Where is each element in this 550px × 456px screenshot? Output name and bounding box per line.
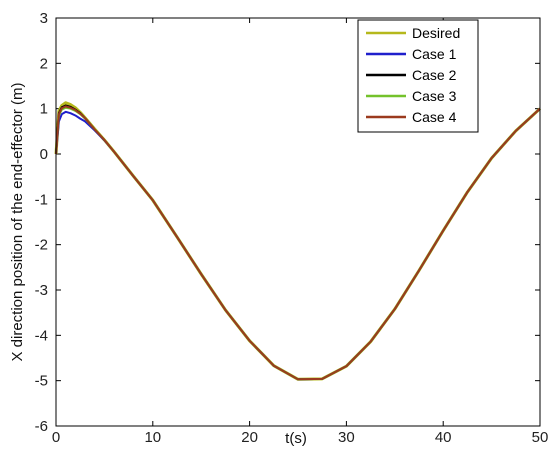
y-tick-label: -6: [35, 418, 48, 435]
plot-frame: [55, 17, 541, 427]
legend-entry-label: Case 2: [412, 67, 457, 83]
legend-entry-label: Desired: [412, 25, 460, 41]
x-tick-label: 0: [52, 429, 60, 446]
x-tick-label: 30: [338, 429, 355, 446]
x-tick-label: 50: [532, 429, 549, 446]
y-tick-label: -2: [35, 237, 48, 254]
x-tick-label: 20: [241, 429, 258, 446]
y-tick-label: -4: [35, 327, 48, 344]
y-tick-label: 2: [40, 55, 48, 72]
y-tick-label: 3: [40, 10, 48, 27]
legend: Desired Case 1 Case 2 Case 3 Case 4: [357, 19, 479, 133]
y-tick-label: -5: [35, 373, 48, 390]
tick-labels: 0 10 20 30 40 50 -6 -5 -4 -3 -2 -1 0 1 2 3: [35, 10, 549, 446]
y-tick-label: -1: [35, 191, 48, 208]
x-tick-label: 10: [144, 429, 161, 446]
legend-entry-label: Case 1: [412, 46, 457, 62]
x-tick-label: 40: [435, 429, 452, 446]
series-line-case-4: [55, 105, 541, 381]
y-axis-label: X direction position of the end-effector…: [9, 82, 26, 361]
legend-items: Desired Case 1 Case 2 Case 3 Case 4: [366, 25, 460, 125]
series-lines: [54, 101, 542, 381]
legend-entry-label: Case 4: [412, 109, 457, 125]
y-tick-label: 1: [40, 101, 48, 118]
x-axis-label: t(s): [285, 430, 307, 447]
y-tick-label: -3: [35, 282, 48, 299]
y-tick-label: 0: [40, 146, 48, 163]
legend-entry-label: Case 3: [412, 88, 457, 104]
